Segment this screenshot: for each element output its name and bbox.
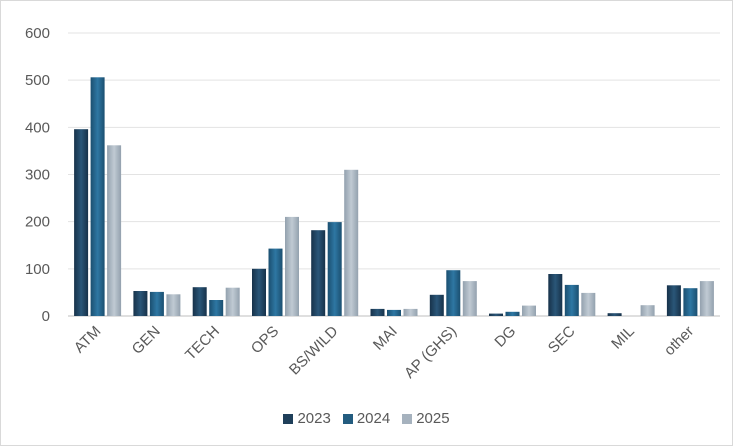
x-tick-label: TECH	[182, 323, 223, 364]
bar-2025-mil	[640, 305, 655, 316]
bar-2023-sec	[548, 274, 563, 316]
legend-swatch	[402, 413, 413, 424]
bar-2024-sec	[564, 284, 579, 316]
bar-2023-mai	[370, 308, 385, 316]
chart-legend: 2023 2024 2025	[0, 410, 733, 428]
x-tick-label: MIL	[608, 323, 638, 353]
legend-label: 2025	[416, 410, 450, 427]
y-tick-label: 0	[42, 308, 50, 325]
legend-label: 2024	[356, 410, 391, 427]
bar-2025-other	[699, 281, 714, 316]
legend-swatch	[283, 413, 294, 424]
y-tick-label: 600	[25, 25, 50, 42]
bar-2023-dg	[489, 313, 503, 316]
x-tick-label: OPS	[248, 323, 282, 357]
bar-2024-mai	[387, 309, 401, 316]
bar-2024-tech	[209, 300, 224, 316]
bar-2025-dg	[522, 305, 536, 316]
y-tick-label: 100	[25, 261, 50, 278]
bar-2024-atm	[90, 77, 105, 316]
x-tick-label: AP (GHS)	[401, 323, 460, 382]
x-tick-label: GEN	[129, 323, 164, 358]
bar-2023-bs-wild	[311, 230, 326, 316]
legend-item-2024: 2024	[342, 410, 391, 427]
legend-label: 2023	[297, 410, 331, 427]
bar-2024-other	[683, 288, 698, 316]
bar-2025-ap-ghs-	[462, 281, 477, 316]
bar-2023-atm	[74, 129, 89, 316]
x-tick-label: other	[661, 323, 697, 359]
legend-item-2025: 2025	[402, 410, 450, 427]
bar-2024-gen	[149, 291, 164, 316]
bar-2023-other	[666, 285, 681, 316]
bar-2023-ap-ghs-	[429, 294, 444, 316]
legend-item-2023: 2023	[283, 410, 331, 427]
bar-2023-ops	[252, 268, 266, 316]
y-tick-label: 300	[25, 167, 50, 184]
x-tick-label: MAI	[370, 323, 401, 354]
y-tick-label: 400	[25, 119, 50, 136]
bar-2023-tech	[192, 287, 207, 316]
y-tick-label: 500	[25, 72, 50, 89]
bar-2025-bs-wild	[344, 169, 359, 316]
x-tick-label: DG	[491, 323, 519, 351]
bar-2025-atm	[107, 145, 122, 316]
bar-2023-mil	[607, 313, 622, 316]
y-tick-label: 200	[25, 214, 50, 231]
x-tick-label: BS/WILD	[286, 323, 342, 379]
bar-2025-gen	[166, 294, 181, 316]
bar-2024-ap-ghs-	[446, 270, 461, 316]
bar-2024-bs-wild	[327, 222, 342, 316]
bar-2025-ops	[285, 216, 299, 316]
x-tick-label: ATM	[71, 323, 105, 357]
bar-2024-dg	[505, 311, 520, 316]
bar-2025-tech	[225, 287, 240, 316]
bar-2024-ops	[268, 248, 283, 316]
bar-2023-gen	[133, 291, 148, 316]
legend-swatch	[342, 413, 353, 424]
bar-2025-mai	[403, 308, 418, 316]
x-tick-label: SEC	[545, 323, 579, 357]
bar-2025-sec	[581, 292, 596, 316]
